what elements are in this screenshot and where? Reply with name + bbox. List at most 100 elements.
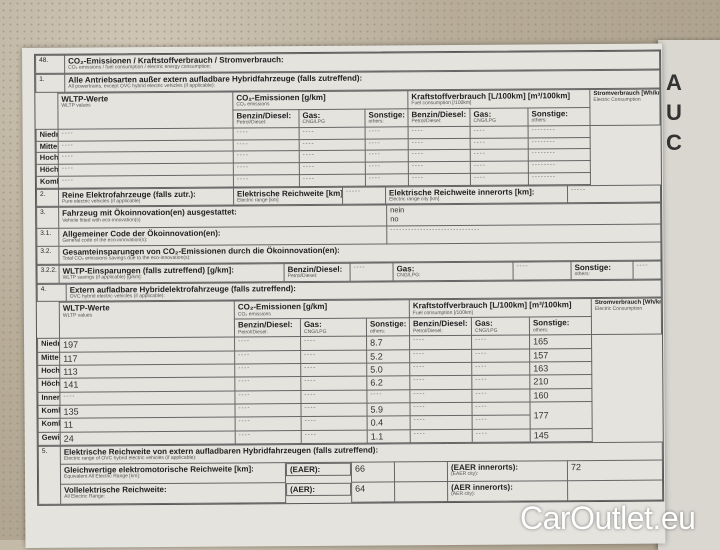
value-cell: ---- (302, 128, 315, 135)
value-cell: ---- (475, 377, 488, 384)
value-cell: ---- (236, 140, 249, 148)
petrol-column-subheader: Petrol/Diesel: (237, 328, 268, 336)
value-cell: ---- (302, 163, 315, 171)
elec-subheader: Electric Consumption (594, 306, 643, 313)
value-cell: ---- (413, 390, 426, 397)
emissions-form: 48. CO₂-Emissionen / Kraftstoffverbrauch… (34, 49, 665, 506)
row-label: Niedrig (41, 339, 60, 349)
value-cell: ---- (473, 139, 486, 146)
value-cell: ---- (413, 377, 426, 384)
value-cell: ---- (411, 163, 424, 170)
value-cell: ---- (368, 151, 381, 158)
value-cell: ---- (238, 432, 251, 439)
other-savings-value: ---- (633, 260, 662, 279)
row-label: Kombiniert (39, 176, 59, 186)
fuel-subheader: Fuel consumption [/100km] (411, 99, 472, 107)
value-cell: ---- (475, 350, 488, 357)
eaer-city-value: 72 (567, 460, 663, 481)
electric-consumption-value: 163 (533, 363, 549, 374)
value-cell: 8.7 (370, 337, 383, 348)
value-cell: ---- (304, 351, 317, 358)
electric-consumption-value: 165 (533, 336, 549, 347)
section-number: 3.2. (36, 245, 60, 264)
value-cell: ---- (238, 365, 251, 372)
eaer-value: 66 (351, 461, 395, 483)
value-cell: ---- (302, 175, 315, 182)
value-cell: ---- (236, 176, 249, 183)
section-subtitle: Vehicle fitted with eco-innovation(s) (62, 216, 141, 224)
value-cell: ---- (473, 127, 486, 134)
section-3-table: 3. Fahrzeug mit Ökoinnovation(en) ausges… (36, 203, 661, 264)
value-cell: 197 (63, 339, 79, 351)
value-cell: ---- (304, 364, 317, 372)
value-cell: ---- (411, 151, 424, 158)
row-label: Gewichtet, komb. (41, 432, 61, 442)
section-subtitle: WLTP savings (if applicable) [g/km]: (62, 273, 142, 281)
value-cell: 24 (63, 433, 74, 444)
eco-innovation-value: nein (390, 205, 405, 215)
row-label: Hoch (41, 365, 60, 375)
value-cell: ---- (238, 352, 251, 359)
aer-sublabel: All Electric Range: (64, 493, 106, 500)
value-cell: -------- (531, 174, 556, 181)
gas-sublabel: CNG/LPG: (396, 271, 421, 279)
value-cell: ---- (304, 378, 317, 385)
value-cell: 6.2 (370, 377, 383, 388)
value-cell: ---- (302, 140, 315, 147)
co2-subheader: CO₂ emissions (236, 101, 270, 108)
petrol-column-subheader: Petrol/Diesel: (236, 119, 267, 126)
value-cell: ---- (411, 127, 424, 135)
elec-subheader: Electric Consumption (593, 96, 641, 103)
value-cell: -------- (531, 150, 556, 157)
adjacent-page: A U C (658, 40, 720, 550)
document-page: 48. CO₂-Emissionen / Kraftstoffverbrauch… (22, 43, 666, 548)
petrol-savings-value: ---- (350, 262, 394, 281)
value-cell: ---- (413, 350, 426, 357)
row-label: Komb. (Entladend) (41, 419, 61, 429)
value-cell: ---- (475, 417, 488, 424)
section-number: 2. (36, 188, 59, 207)
other-sublabel: others: (574, 270, 590, 277)
value-cell: ---- (61, 153, 74, 160)
other-column-subheader: others: (368, 118, 384, 125)
eaer-tag: (EAER): (285, 462, 351, 477)
value-cell: ---- (304, 404, 317, 412)
value-cell: ---- (238, 418, 251, 425)
value-cell: ---- (61, 142, 74, 149)
value-cell: ---- (61, 177, 74, 184)
section-1-table: WLTP-Werte WLTP values CO₂-Emissionen [g/… (35, 88, 661, 188)
value-cell: ---- (238, 392, 251, 399)
value-cell: ---- (413, 364, 426, 371)
value-cell: ---- (304, 431, 317, 438)
row-label: Höchstwert (39, 164, 59, 174)
row-label: Mittel (39, 141, 59, 151)
value-cell: ---- (370, 391, 383, 398)
section-number: 48. (35, 55, 65, 74)
value-cell: ---- (304, 418, 317, 425)
value-cell: 5.0 (370, 364, 383, 375)
value-cell: 141 (63, 379, 79, 391)
electric-consumption-value: 145 (533, 430, 549, 441)
value-cell: ---- (368, 175, 381, 182)
section-number: 5. (38, 446, 61, 505)
value-cell: ---- (61, 130, 74, 137)
row-label: Komb. (Erhaltend) (41, 405, 61, 415)
value-cell: ---- (238, 405, 251, 412)
value-cell: ---- (413, 430, 426, 437)
aer-tag: (AER): (286, 482, 352, 496)
eaer-city-sublabel: (EAER city): (450, 471, 479, 478)
watermark-logo: CarOutlet.eu (520, 500, 696, 536)
fuel-subheader: Fuel consumption [/100km] (412, 309, 473, 316)
eaer-sublabel: Equivalent All Electric Range [km]: (63, 473, 141, 480)
value-cell: ---- (475, 390, 488, 397)
electric-range-city-sublabel: Electric range city [km] (389, 195, 440, 203)
other-column-subheader: others: (531, 117, 547, 124)
value-cell: ---- (473, 151, 486, 158)
value-cell: ---- (413, 337, 426, 344)
other-column-subheader: others: (532, 326, 549, 334)
wltp-subheader: WLTP values (61, 102, 91, 109)
value-cell: ---- (236, 152, 249, 159)
row-label: Höchstwert (41, 378, 60, 389)
section-number: 1. (35, 74, 65, 93)
value-cell: 0.4 (370, 417, 384, 428)
